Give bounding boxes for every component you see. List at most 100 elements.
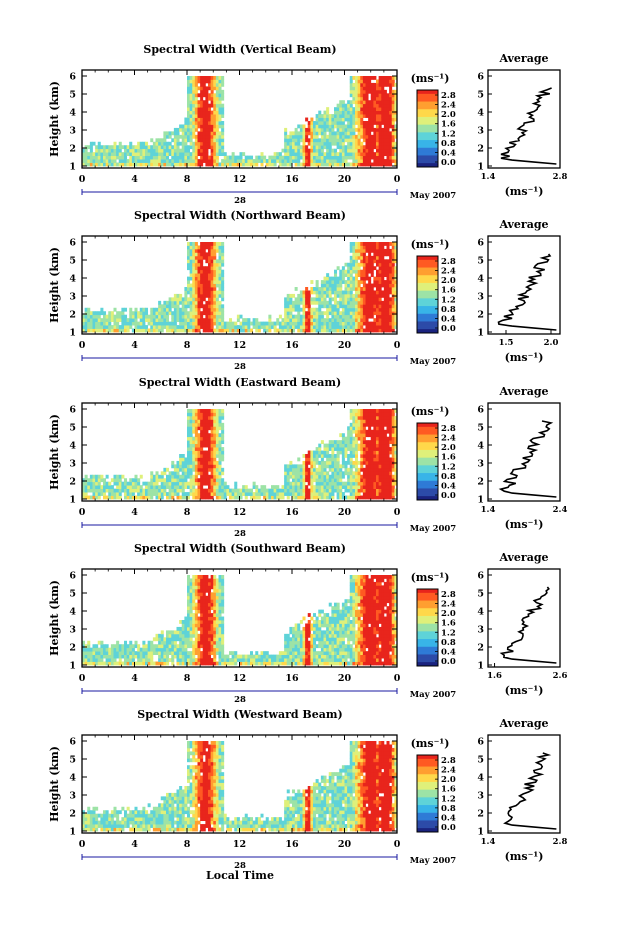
heatmap-cell xyxy=(229,162,233,167)
heatmap-cell xyxy=(318,124,322,129)
heatmap-cell xyxy=(313,124,317,129)
heatmap-cell xyxy=(373,145,377,150)
heatmap-cell xyxy=(197,422,201,427)
heatmap-cell xyxy=(173,293,177,298)
heatmap-cell xyxy=(389,488,393,493)
y-tick-label: 5 xyxy=(69,423,76,434)
heatmap-cell xyxy=(150,138,154,143)
heatmap-cell xyxy=(302,495,306,500)
heatmap-cell xyxy=(391,103,395,108)
heatmap-cell xyxy=(378,134,382,139)
heatmap-cell xyxy=(394,440,398,445)
heatmap-cell xyxy=(331,311,335,316)
heatmap-cell xyxy=(320,314,324,319)
x-tick-label: 0 xyxy=(394,507,401,518)
heatmap-cell xyxy=(129,141,133,146)
heatmap-cell xyxy=(205,436,209,441)
heatmap-cell xyxy=(286,145,290,150)
heatmap-cell xyxy=(389,321,393,326)
heatmap-cell xyxy=(391,467,395,472)
colorbar-cell xyxy=(417,313,438,316)
heatmap-cell xyxy=(194,297,198,302)
heatmap-cell xyxy=(194,96,198,101)
heatmap-cell xyxy=(208,269,212,274)
heatmap-cell xyxy=(320,121,324,125)
heatmap-cell xyxy=(116,148,120,153)
heatmap-cell xyxy=(360,259,364,264)
heatmap-cell xyxy=(210,252,214,257)
heatmap-cell xyxy=(326,460,330,465)
heatmap-cell xyxy=(215,248,219,253)
heatmap-cell xyxy=(221,478,225,483)
heatmap-cell xyxy=(323,293,327,298)
colorbar-cell xyxy=(417,479,438,482)
heatmap-cell xyxy=(323,485,327,490)
heatmap-cell xyxy=(344,436,348,441)
heatmap-cell xyxy=(347,117,351,122)
heatmap-cell xyxy=(187,252,191,257)
heatmap-cell xyxy=(339,107,343,112)
heatmap-cell xyxy=(299,290,303,295)
heatmap-cell xyxy=(221,148,225,153)
heatmap-cell xyxy=(344,325,348,329)
heatmap-cell xyxy=(145,148,149,153)
heatmap-cell xyxy=(95,321,99,326)
heatmap-cell xyxy=(116,321,120,326)
heatmap-cell xyxy=(100,488,104,493)
heatmap-cell xyxy=(305,127,309,132)
heatmap-cell xyxy=(137,145,141,150)
colorbar-tick-label: 0.0 xyxy=(441,491,456,501)
heatmap-cell xyxy=(391,485,395,490)
heatmap-cell xyxy=(278,159,282,163)
heatmap-cell xyxy=(352,93,356,98)
colorbar-cell xyxy=(417,457,438,460)
heatmap-cell xyxy=(378,124,382,129)
heatmap-cell xyxy=(134,321,138,326)
heatmap-cell xyxy=(181,127,185,132)
colorbar-cell xyxy=(417,446,438,448)
heatmap-cell xyxy=(347,426,351,431)
heatmap-cell xyxy=(137,162,141,167)
heatmap-cell xyxy=(218,148,222,153)
heatmap-cell xyxy=(339,290,343,295)
heatmap-cell xyxy=(352,304,356,309)
heatmap-cell xyxy=(370,321,374,326)
heatmap-cell xyxy=(347,297,351,302)
heatmap-cell xyxy=(173,297,177,302)
heatmap-cell xyxy=(389,259,393,264)
heatmap-cell xyxy=(92,474,96,479)
heatmap-cell xyxy=(362,252,366,257)
heatmap-cell xyxy=(292,314,296,319)
heatmap-cell xyxy=(184,145,188,150)
heatmap-cell xyxy=(208,290,212,295)
heatmap-cell xyxy=(386,443,390,448)
heatmap-cell xyxy=(381,318,385,323)
heatmap-cell xyxy=(297,481,301,486)
colorbar-cell xyxy=(417,118,438,121)
heatmap-cell xyxy=(357,492,361,496)
heatmap-cell xyxy=(171,328,175,333)
heatmap-cell xyxy=(105,318,109,323)
heatmap-cell xyxy=(305,300,309,305)
heatmap-cell xyxy=(215,145,219,150)
heatmap-cell xyxy=(326,155,330,160)
heatmap-cell xyxy=(281,321,285,326)
heatmap-cell xyxy=(160,495,164,500)
heatmap-cell xyxy=(328,280,332,284)
heatmap-cell xyxy=(357,300,361,305)
heatmap-cell xyxy=(357,436,361,441)
heatmap-cell xyxy=(221,255,225,260)
heatmap-cell xyxy=(210,488,214,493)
heatmap-cell xyxy=(391,433,395,438)
heatmap-cell xyxy=(223,159,227,163)
heatmap-cell xyxy=(202,79,206,84)
heatmap-cell xyxy=(302,138,306,143)
heatmap-cell xyxy=(118,152,122,157)
heatmap-cell xyxy=(200,138,204,143)
heatmap-cell xyxy=(213,107,217,112)
heatmap-cell xyxy=(310,127,314,132)
heatmap-cell xyxy=(376,148,380,153)
heatmap-cell xyxy=(305,485,309,490)
heatmap-cell xyxy=(368,454,372,458)
heatmap-cell xyxy=(189,440,193,445)
